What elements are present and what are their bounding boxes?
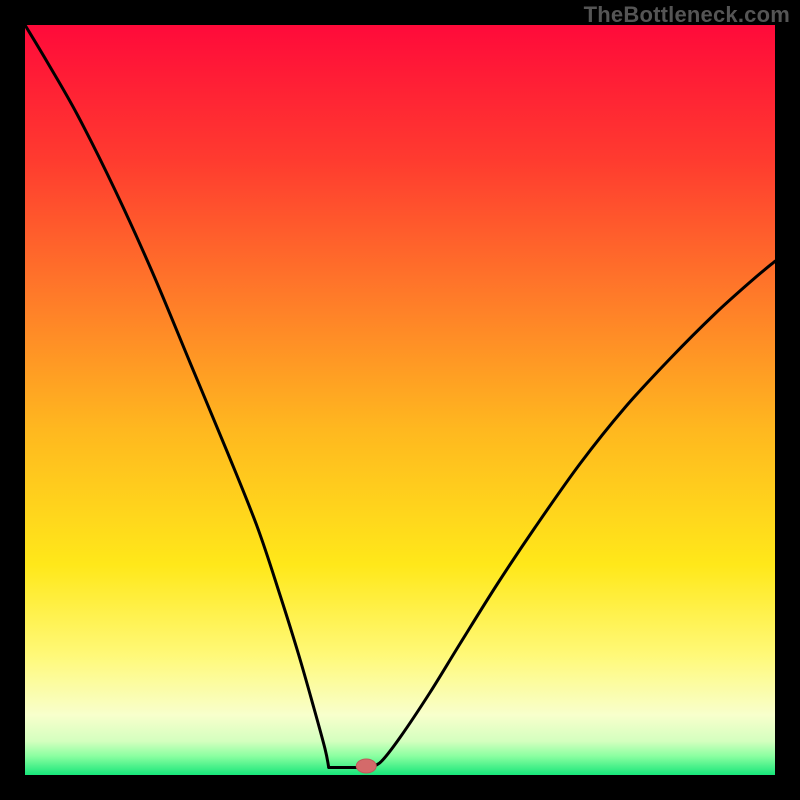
watermark-label: TheBottleneck.com	[584, 2, 790, 28]
plot-background	[25, 25, 775, 775]
chart-container: TheBottleneck.com	[0, 0, 800, 800]
bottleneck-marker	[356, 759, 376, 773]
bottleneck-chart	[0, 0, 800, 800]
